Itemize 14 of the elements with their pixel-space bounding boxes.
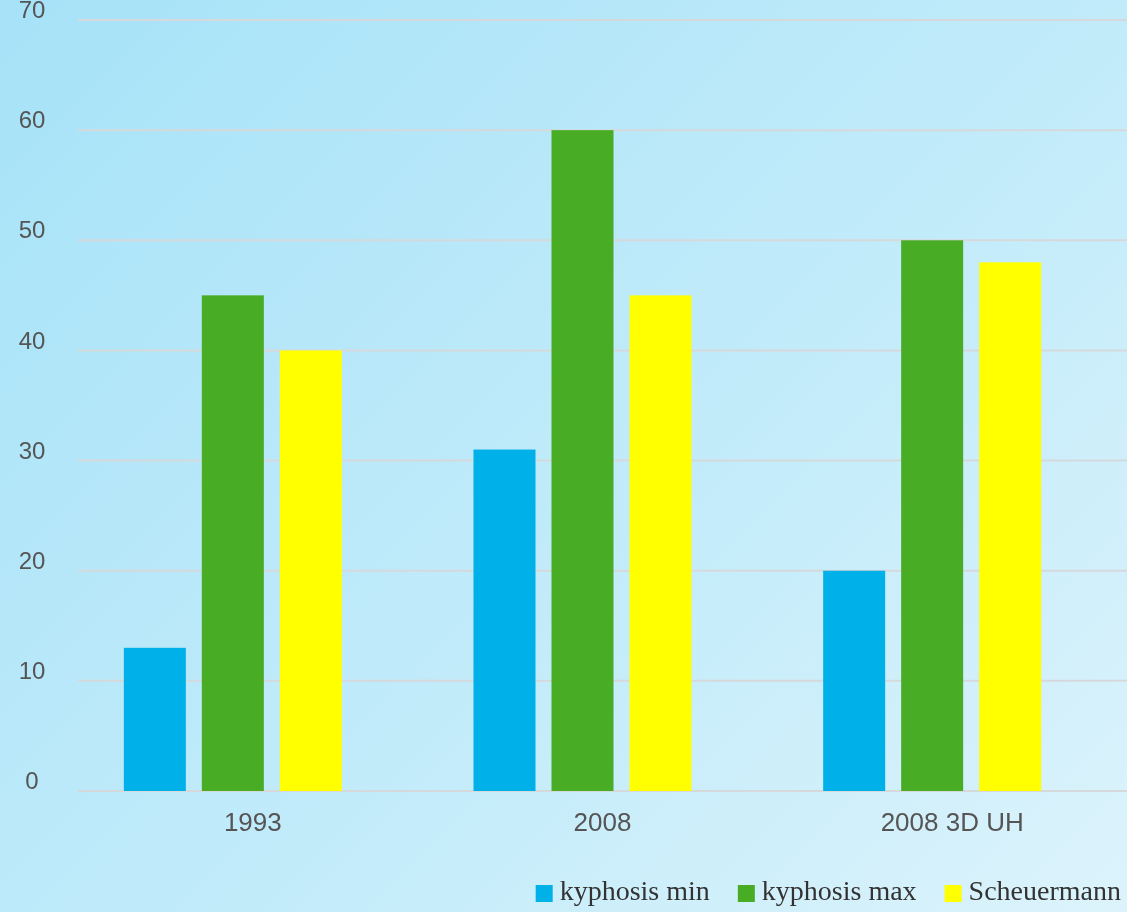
y-tick-label: 20 bbox=[18, 546, 46, 574]
x-tick-label: 2008 bbox=[573, 807, 632, 838]
y-tick-label: 30 bbox=[18, 436, 46, 464]
x-tick-label: 2008 3D UH bbox=[880, 807, 1024, 838]
legend-label: kyphosis min bbox=[559, 875, 710, 906]
legend-label: kyphosis max bbox=[761, 875, 917, 906]
y-tick-label: 40 bbox=[18, 326, 46, 354]
y-tick-label: 60 bbox=[18, 106, 46, 134]
y-tick-label: 70 bbox=[18, 0, 46, 24]
legend-label: Scheuermann bbox=[968, 875, 1121, 906]
y-tick-label: 50 bbox=[18, 216, 46, 244]
x-tick-label: 1993 bbox=[223, 807, 282, 838]
y-tick-label: 10 bbox=[18, 656, 46, 684]
y-tick-label: 0 bbox=[25, 767, 39, 795]
